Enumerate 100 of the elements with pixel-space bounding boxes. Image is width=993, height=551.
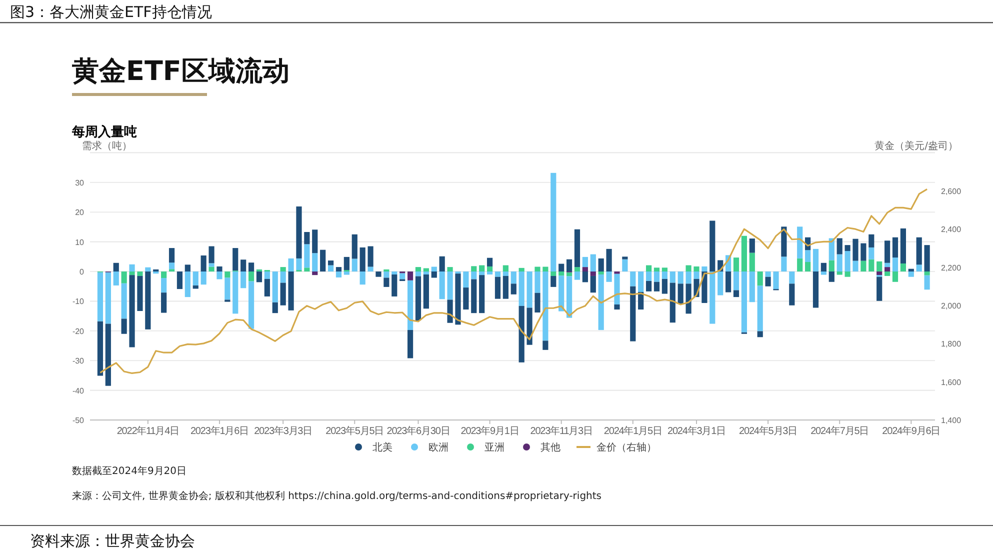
bar — [590, 272, 596, 276]
bar — [646, 281, 652, 292]
bar — [232, 272, 238, 314]
bar — [192, 272, 198, 286]
bar — [248, 272, 254, 282]
bar — [828, 272, 834, 282]
bar — [733, 272, 740, 290]
bar — [486, 266, 493, 272]
bar — [494, 272, 501, 277]
bar — [486, 258, 493, 266]
x-tick-label: 2022年11月4日 — [116, 425, 180, 437]
line-series — [99, 188, 928, 374]
source-note: 来源：公司文件, 世界黄金协会; 版权和其他权利 https://china.gold.org/terms-and-conditions#proprietary-rights — [72, 490, 602, 502]
bar — [384, 272, 390, 278]
bar — [892, 272, 898, 282]
bar — [812, 272, 819, 308]
bar — [638, 272, 644, 292]
bar — [288, 258, 294, 272]
bar — [455, 274, 461, 325]
bar — [216, 266, 222, 272]
bar — [161, 292, 167, 313]
bar — [510, 272, 516, 284]
bar — [518, 306, 524, 362]
bar — [502, 272, 508, 276]
y2-tick-label: 2,600 — [941, 186, 962, 196]
bar — [781, 256, 787, 272]
bar — [392, 274, 398, 296]
bar — [876, 276, 882, 301]
bar — [812, 248, 819, 272]
bar — [908, 268, 914, 272]
bar — [368, 266, 374, 272]
bar — [757, 331, 763, 338]
bar — [479, 275, 485, 314]
bar — [781, 226, 787, 257]
bar — [423, 272, 429, 274]
bar — [296, 206, 302, 258]
bar — [916, 264, 922, 272]
bar — [670, 282, 676, 323]
bar — [168, 248, 175, 263]
bar — [757, 286, 763, 332]
bar — [336, 267, 342, 272]
y-axis-title: 需求（吨） — [82, 140, 132, 152]
bar — [312, 253, 318, 272]
y2-tick-label: 2,200 — [941, 263, 962, 272]
bar — [606, 272, 612, 282]
bar — [184, 264, 190, 272]
bar — [264, 272, 270, 279]
bar — [773, 272, 779, 290]
chart-title: 图3：各大洲黄金ETF持仓情况 — [10, 3, 212, 21]
bar — [598, 258, 604, 272]
bar — [526, 272, 532, 308]
bar — [924, 245, 930, 272]
bar — [320, 250, 326, 272]
bar — [550, 272, 556, 276]
bar — [590, 276, 596, 293]
bar — [654, 272, 660, 282]
bar — [797, 226, 803, 258]
bar — [558, 272, 564, 276]
bar — [224, 272, 230, 278]
bar — [804, 250, 811, 262]
bar — [129, 275, 135, 348]
bar — [900, 263, 906, 272]
bar — [121, 318, 127, 334]
legend-label: 金价（右轴） — [596, 442, 656, 454]
bar — [574, 229, 580, 268]
bar — [344, 272, 350, 275]
bar — [550, 172, 556, 272]
bar — [686, 284, 692, 314]
bar — [486, 272, 493, 274]
bar — [121, 283, 127, 319]
bar — [741, 272, 747, 332]
bar — [860, 243, 866, 261]
x-tick-label: 2023年1月6日 — [190, 425, 248, 437]
y2-tick-label: 1,400 — [941, 416, 962, 425]
bar — [272, 272, 278, 302]
bar — [884, 272, 890, 276]
bar — [208, 266, 214, 272]
bar — [471, 266, 477, 272]
bar — [900, 228, 906, 264]
bar — [741, 236, 747, 272]
bar — [328, 265, 334, 272]
bar — [908, 272, 914, 277]
bar — [129, 264, 135, 272]
bar — [550, 276, 556, 287]
bar — [232, 248, 238, 271]
bar — [384, 278, 390, 287]
text: 数据截至2024年9月20日 — [72, 465, 187, 477]
bar — [97, 321, 104, 376]
x-tick-label: 2023年6月30日 — [386, 425, 450, 437]
bar — [494, 276, 501, 299]
bar — [884, 267, 890, 272]
bar — [447, 267, 453, 272]
bar — [407, 330, 414, 358]
x-tick-label: 2024年1月5日 — [604, 425, 662, 437]
bar — [892, 237, 898, 258]
bar — [542, 266, 548, 272]
bar — [502, 276, 508, 299]
bar — [582, 267, 588, 272]
bar — [407, 272, 414, 280]
bar — [145, 267, 151, 272]
